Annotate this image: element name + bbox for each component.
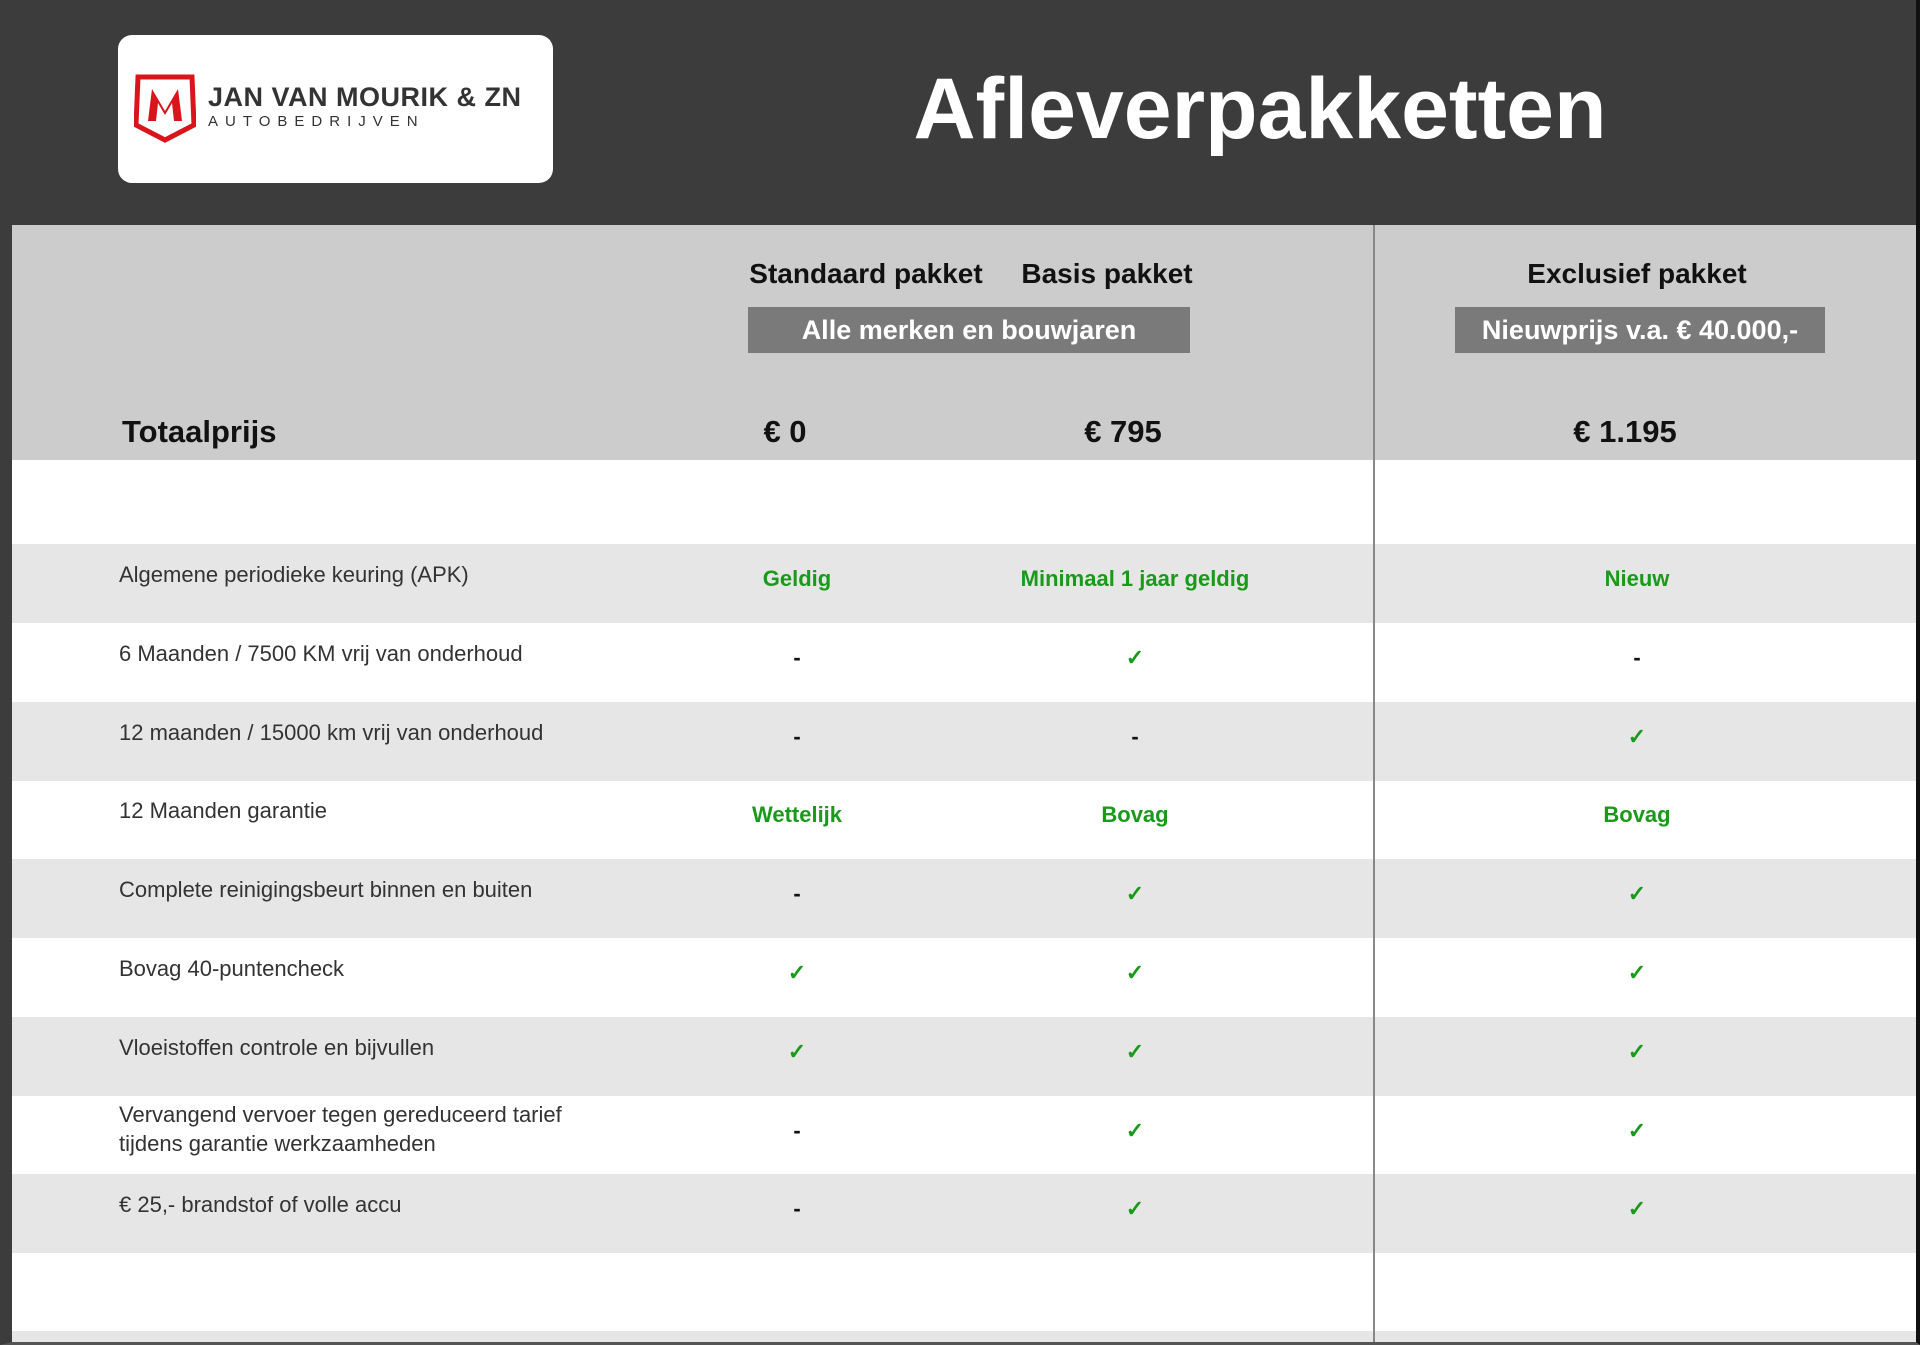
total-label: Totaalprijs [122,414,277,449]
tag-new-price: Nieuwprijs v.a. € 40.000,- [1455,307,1825,353]
check-icon: ✓ [1125,644,1145,670]
check-icon: ✓ [1627,723,1647,749]
logo-subtitle: AUTOBEDRIJVEN [208,113,425,130]
price-standard: € 0 [763,414,807,449]
page-title: Afleverpakketten [913,61,1607,157]
bottom-strip [12,1331,1916,1342]
row-value: - [1633,644,1641,670]
table-row: Vloeistoffen controle en bijvullen ✓ ✓ ✓ [12,1016,1916,1096]
row-value: Minimaal 1 jaar geldig [1020,566,1250,591]
table-row: Complete reinigingsbeurt binnen en buite… [12,859,1916,939]
price-exclusief: € 1.195 [1573,414,1677,449]
row-label: 12 maanden / 15000 km vrij van onderhoud [119,719,544,745]
table-row: Vervangend vervoer tegen gereduceerd tar… [12,1096,1916,1175]
check-icon: ✓ [1627,1038,1647,1064]
row-label: Algemene periodieke keuring (APK) [119,562,469,587]
check-icon: ✓ [1125,1117,1145,1143]
header: JAN VAN MOURIK & ZN AUTOBEDRIJVEN Afleve… [0,0,1920,225]
column-basis: Basis pakket [1021,258,1193,289]
check-icon: ✓ [787,960,807,985]
check-icon: ✓ [1125,1196,1145,1222]
row-value: - [793,881,801,907]
row-value: - [793,644,801,670]
row-value: Nieuw [1604,566,1670,591]
check-icon: ✓ [1125,960,1145,985]
row-value: - [1131,723,1139,749]
table-row: 12 Maanden garantie Wettelijk Bovag Bovag [12,780,1916,859]
row-label: 6 Maanden / 7500 KM vrij van onderhoud [119,640,523,666]
price-basis: € 795 [1084,414,1162,449]
check-icon: ✓ [787,1038,807,1064]
table-row: 12 maanden / 15000 km vrij van onderhoud… [12,701,1916,781]
column-divider [1373,225,1375,1345]
row-value: Bovag [1101,802,1169,828]
check-icon: ✓ [1627,960,1647,985]
check-icon: ✓ [1627,1196,1647,1222]
row-value: - [793,723,801,749]
check-icon: ✓ [1627,881,1647,907]
logo-name: JAN VAN MOURIK & ZN [208,82,522,112]
row-label: € 25,- brandstof of volle accu [119,1192,402,1218]
row-value: - [793,1117,801,1143]
row-label: Complete reinigingsbeurt binnen en buite… [119,877,533,903]
table-row: 6 Maanden / 7500 KM vrij van onderhoud - ✓… [12,623,1916,702]
row-label: Vloeistoffen controle en bijvullen [119,1034,435,1060]
tag-all-brands: Alle merken en bouwjaren [748,307,1190,353]
row-label: Vervangend vervoer tegen gereduceerd tar… [119,1101,562,1156]
table-row: Bovag 40-puntencheck ✓ ✓ ✓ [12,938,1916,1017]
table-row: Algemene periodieke keuring (APK) Geldig M… [12,544,1916,623]
row-label: 12 Maanden garantie [119,798,327,824]
check-icon: ✓ [1125,881,1145,907]
company-logo: JAN VAN MOURIK & ZN AUTOBEDRIJVEN [118,35,553,183]
check-icon: ✓ [1627,1117,1647,1143]
row-label: Bovag 40-puntencheck [119,956,345,981]
row-value: - [793,1196,801,1222]
check-icon: ✓ [1125,1038,1145,1064]
row-value: Bovag [1603,802,1671,828]
column-standard: Standaard pakket [749,258,983,289]
row-value: Geldig [762,566,832,591]
row-value: Wettelijk [751,802,843,828]
column-exclusief: Exclusief pakket [1527,258,1747,289]
table-row: € 25,- brandstof of volle accu - ✓ ✓ [12,1174,1916,1254]
logo-shield-icon [134,74,196,143]
